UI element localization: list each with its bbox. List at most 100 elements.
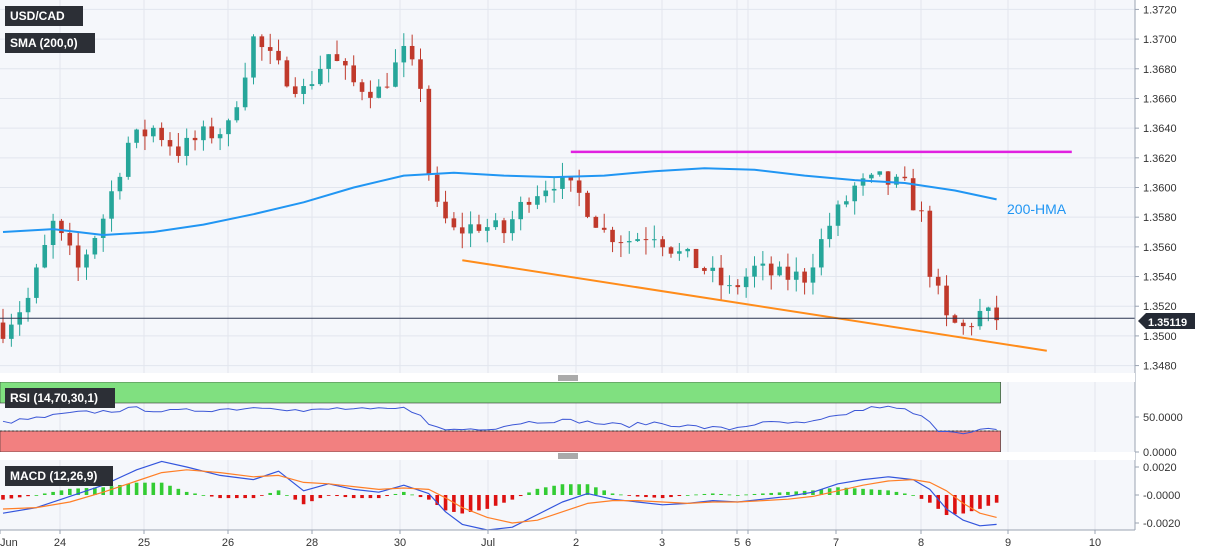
candle-up bbox=[844, 201, 849, 205]
macd-histogram-bar-positive bbox=[710, 493, 715, 495]
candle-down bbox=[944, 285, 949, 316]
macd-line bbox=[2, 460, 997, 531]
macd-signal-line bbox=[2, 469, 997, 524]
macd-histogram-bar-negative bbox=[435, 495, 439, 506]
candle-down bbox=[142, 129, 148, 137]
macd-histogram-bar-positive bbox=[585, 484, 590, 495]
candle-up bbox=[109, 191, 114, 219]
y-tick-label: 1.3660 bbox=[1143, 93, 1177, 105]
macd-histogram-bar-positive bbox=[577, 484, 581, 495]
y-tick-label: 1.3680 bbox=[1143, 64, 1177, 76]
macd-histogram-bar-negative bbox=[368, 495, 373, 499]
sma-label: SMA (200,0) bbox=[10, 36, 78, 50]
candle-down bbox=[585, 192, 590, 217]
candle-down bbox=[919, 210, 924, 212]
macd-histogram-bar-positive bbox=[911, 495, 915, 496]
candle-down bbox=[67, 233, 73, 246]
support-trendline bbox=[462, 259, 1047, 352]
macd-histogram-bar-positive bbox=[535, 488, 540, 495]
candle-down bbox=[292, 86, 298, 94]
candle-up bbox=[560, 176, 565, 189]
y-tick-label: 1.3560 bbox=[1143, 242, 1177, 254]
candle-up bbox=[727, 285, 732, 287]
candle-down bbox=[501, 220, 507, 234]
macd-histogram-bar-negative bbox=[293, 495, 298, 500]
candle-down bbox=[0, 322, 6, 339]
candle-down bbox=[601, 227, 607, 230]
macd-histogram-bar-positive bbox=[402, 491, 406, 495]
candle-down bbox=[476, 224, 482, 231]
macd-histogram-bar-negative bbox=[677, 495, 682, 497]
candle-down bbox=[459, 227, 465, 234]
candle-down bbox=[693, 248, 699, 269]
x-tick-label: 3 bbox=[659, 537, 665, 549]
macd-histogram-bar-negative bbox=[635, 495, 640, 497]
candle-up bbox=[986, 307, 991, 311]
macd-histogram-bar-negative bbox=[243, 495, 247, 499]
macd-histogram-bar-positive bbox=[118, 484, 122, 495]
macd-histogram-bar-positive bbox=[42, 493, 47, 495]
x-tick-label: 2 bbox=[573, 537, 579, 549]
macd-histogram-bar-positive bbox=[134, 482, 139, 495]
macd-histogram-bar-negative bbox=[351, 495, 356, 499]
macd-histogram-bar-negative bbox=[318, 495, 323, 499]
candle-up bbox=[326, 54, 331, 69]
candle-up bbox=[635, 239, 640, 242]
macd-histogram-bar-positive bbox=[101, 487, 105, 495]
rsi-tick-label: 50.0000 bbox=[1143, 412, 1183, 424]
candle-down bbox=[426, 88, 432, 175]
macd-tick-label: -0.0000 bbox=[1143, 490, 1180, 502]
macd-histogram-bar-negative bbox=[360, 495, 364, 499]
symbol-label: USD/CAD bbox=[10, 9, 65, 23]
y-tick-label: 1.3700 bbox=[1143, 34, 1177, 46]
candle-down bbox=[969, 326, 974, 328]
macd-histogram-bar-positive bbox=[752, 493, 757, 495]
macd-histogram-bar-positive bbox=[93, 487, 97, 495]
macd-histogram-bar-negative bbox=[226, 495, 231, 499]
macd-histogram-bar-negative bbox=[510, 495, 515, 500]
hma-annotation: 200-HMA bbox=[1007, 201, 1067, 217]
macd-histogram-bar-positive bbox=[51, 491, 55, 495]
rsi-pane-resize-handle[interactable] bbox=[0, 373, 1135, 382]
candle-up bbox=[543, 190, 549, 197]
rsi-tag[interactable]: RSI (14,70,30,1) bbox=[5, 388, 115, 408]
symbol-tag[interactable]: USD/CAD bbox=[5, 6, 83, 26]
macd-histogram-bar-positive bbox=[143, 482, 147, 495]
macd-tag[interactable]: MACD (12,26,9) bbox=[5, 466, 113, 486]
candle-down bbox=[276, 50, 281, 61]
last-price-tag: 1.35119 bbox=[1138, 313, 1195, 329]
candle-up bbox=[894, 176, 899, 185]
sma-tag[interactable]: SMA (200,0) bbox=[5, 33, 95, 53]
candle-up bbox=[201, 126, 206, 141]
candle-down bbox=[443, 201, 448, 219]
macd-pane-resize-handle[interactable] bbox=[0, 452, 1135, 460]
candle-down bbox=[167, 140, 173, 147]
candle-down bbox=[192, 137, 198, 141]
macd-histogram-bar-positive bbox=[126, 483, 131, 495]
macd-histogram-bar-negative bbox=[443, 495, 448, 511]
candle-up bbox=[652, 239, 657, 241]
macd-histogram-bar-negative bbox=[627, 495, 632, 496]
rsi-line bbox=[2, 405, 997, 435]
macd-histogram-bar-positive bbox=[769, 492, 773, 495]
y-tick-label: 1.3480 bbox=[1143, 361, 1177, 373]
macd-histogram-bar-negative bbox=[209, 495, 214, 497]
macd-histogram-bar-positive bbox=[894, 491, 899, 495]
candle-down bbox=[910, 178, 916, 211]
candle-up bbox=[242, 77, 248, 108]
macd-histogram-bar-negative bbox=[26, 495, 30, 497]
candle-down bbox=[885, 171, 891, 185]
candle-down bbox=[618, 242, 624, 244]
candle-up bbox=[309, 84, 315, 87]
macd-histogram-bar-positive bbox=[193, 493, 197, 495]
candle-down bbox=[384, 86, 390, 88]
macd-histogram-bar-positive bbox=[560, 484, 565, 495]
macd-tick-label: 0.0020 bbox=[1143, 462, 1177, 474]
macd-histogram-bar-positive bbox=[844, 487, 849, 495]
macd-histogram-bar-negative bbox=[385, 495, 389, 497]
candle-up bbox=[510, 219, 515, 234]
candle-down bbox=[593, 216, 599, 228]
rsi-tick-label: 0.0000 bbox=[1143, 447, 1177, 459]
